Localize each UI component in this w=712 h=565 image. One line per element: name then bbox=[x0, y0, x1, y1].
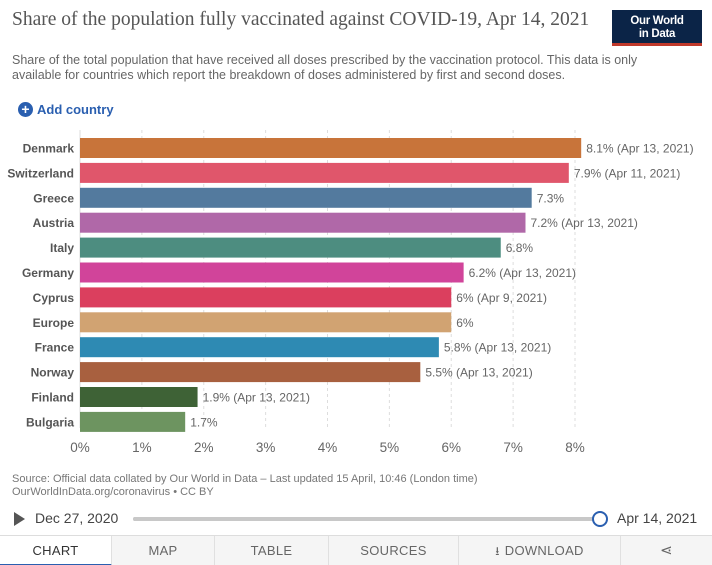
bar[interactable] bbox=[80, 312, 452, 333]
chart-subtitle: Share of the total population that have … bbox=[12, 53, 638, 82]
category-label[interactable]: Germany bbox=[22, 266, 74, 280]
x-tick-label: 3% bbox=[256, 440, 276, 455]
x-tick-label: 7% bbox=[503, 440, 523, 455]
category-label[interactable]: Finland bbox=[31, 391, 74, 405]
category-label[interactable]: France bbox=[35, 341, 75, 355]
bar-value-label: 6.2% (Apr 13, 2021) bbox=[469, 266, 576, 280]
bar[interactable] bbox=[80, 387, 198, 407]
bar[interactable] bbox=[80, 411, 186, 432]
plus-circle-icon: + bbox=[18, 101, 33, 117]
tab-share[interactable]: ⋖ bbox=[621, 536, 712, 565]
category-label[interactable]: Switzerland bbox=[7, 166, 74, 180]
tab-label: SOURCES bbox=[360, 543, 427, 558]
bar-value-label: 5.8% (Apr 13, 2021) bbox=[444, 341, 551, 355]
tab-label: CHART bbox=[32, 543, 79, 558]
x-tick-label: 4% bbox=[318, 440, 338, 455]
category-label[interactable]: Cyprus bbox=[33, 291, 75, 305]
timeline-fill bbox=[133, 517, 600, 521]
category-label[interactable]: Italy bbox=[50, 241, 74, 255]
source-note: Source: Official data collated by Our Wo… bbox=[12, 473, 702, 499]
category-label[interactable]: Norway bbox=[31, 366, 75, 380]
bar-value-label: 8.1% (Apr 13, 2021) bbox=[586, 142, 693, 156]
timeline: Dec 27, 2020 Apr 14, 2021 bbox=[0, 507, 712, 531]
timeline-start-date[interactable]: Dec 27, 2020 bbox=[35, 510, 119, 526]
bar-value-label: 7.2% (Apr 13, 2021) bbox=[531, 216, 638, 230]
tab-label: TABLE bbox=[250, 543, 293, 558]
bar[interactable] bbox=[80, 237, 501, 258]
bar-value-label: 6.8% bbox=[506, 241, 534, 255]
tab-label: DOWNLOAD bbox=[504, 543, 584, 558]
x-axis: 0% 1% 2% 3% 4% 5% 6% 7% 8% bbox=[70, 440, 585, 455]
x-tick-label: 2% bbox=[194, 440, 214, 455]
bar-chart: Denmark 8.1% (Apr 13, 2021) Switzerland 7.9… bbox=[7, 130, 694, 455]
bar[interactable] bbox=[80, 262, 464, 283]
bar[interactable] bbox=[80, 287, 452, 308]
tab-label: MAP bbox=[148, 543, 178, 558]
bar-value-label: 5.5% (Apr 13, 2021) bbox=[425, 366, 532, 380]
category-label[interactable]: Austria bbox=[33, 216, 75, 230]
timeline-end-date[interactable]: Apr 14, 2021 bbox=[617, 510, 698, 526]
x-tick-label: 6% bbox=[441, 440, 461, 455]
bar-value-label: 1.7% bbox=[190, 415, 218, 429]
bar-value-label: 6% (Apr 9, 2021) bbox=[456, 291, 547, 305]
bar[interactable] bbox=[80, 187, 532, 208]
bar-value-label: 1.9% (Apr 13, 2021) bbox=[203, 391, 310, 405]
tab-download[interactable]: ⭳ DOWNLOAD bbox=[459, 536, 621, 565]
download-icon: ⭳ bbox=[495, 544, 500, 558]
play-icon[interactable] bbox=[14, 512, 25, 526]
chart-title: Share of the population fully vaccinated… bbox=[12, 9, 590, 30]
add-country-button[interactable]: + Add country bbox=[18, 100, 114, 118]
source-link[interactable]: OurWorldInData.org/coronavirus • CC BY bbox=[12, 486, 214, 498]
bar-value-label: 7.9% (Apr 11, 2021) bbox=[574, 166, 681, 180]
bar[interactable] bbox=[80, 337, 439, 358]
x-tick-label: 8% bbox=[565, 440, 585, 455]
bar-value-label: 6% bbox=[456, 316, 474, 330]
bar[interactable] bbox=[80, 162, 569, 183]
bar[interactable] bbox=[80, 362, 421, 383]
tab-map[interactable]: MAP bbox=[112, 536, 215, 565]
bar[interactable] bbox=[80, 212, 526, 233]
logo-line-1: Our World bbox=[630, 15, 684, 27]
tab-bar: CHART MAP TABLE SOURCES ⭳ DOWNLOAD ⋖ bbox=[0, 535, 712, 565]
owid-logo[interactable]: Our World in Data bbox=[612, 10, 702, 46]
x-tick-label: 5% bbox=[380, 440, 400, 455]
share-icon: ⋖ bbox=[660, 542, 673, 559]
bar[interactable] bbox=[80, 138, 582, 158]
x-tick-label: 0% bbox=[70, 440, 90, 455]
source-line: Source: Official data collated by Our Wo… bbox=[12, 473, 478, 485]
x-tick-label: 1% bbox=[132, 440, 152, 455]
timeline-handle[interactable] bbox=[592, 511, 608, 527]
logo-line-2: in Data bbox=[638, 28, 676, 40]
timeline-track[interactable] bbox=[133, 517, 600, 521]
category-label[interactable]: Denmark bbox=[23, 142, 75, 156]
category-label[interactable]: Greece bbox=[33, 191, 74, 205]
bar-value-label: 7.3% bbox=[537, 191, 565, 205]
bars: Denmark 8.1% (Apr 13, 2021) Switzerland 7.9… bbox=[7, 138, 694, 432]
tab-table[interactable]: TABLE bbox=[215, 536, 329, 565]
add-country-label: Add country bbox=[37, 101, 114, 117]
category-label[interactable]: Bulgaria bbox=[26, 415, 74, 429]
tab-sources[interactable]: SOURCES bbox=[329, 536, 459, 565]
tab-chart[interactable]: CHART bbox=[0, 536, 112, 565]
category-label[interactable]: Europe bbox=[33, 316, 75, 330]
